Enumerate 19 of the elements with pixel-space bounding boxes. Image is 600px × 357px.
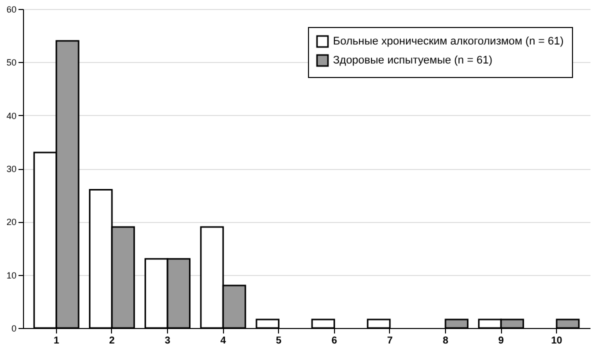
y-tick-label: 60 (6, 4, 16, 14)
y-tick-label: 20 (6, 217, 16, 228)
legend-label: Больные хроническим алкоголизмом (n = 61) (333, 36, 564, 48)
y-tick-label: 30 (6, 164, 16, 174)
y-tick-label: 50 (6, 58, 16, 68)
x-tick-label: 5 (276, 336, 282, 346)
x-tick-label: 3 (164, 336, 171, 346)
x-tick-label: 7 (387, 336, 394, 346)
x-tick-label: 1 (54, 336, 60, 346)
y-tick-label: 0 (11, 324, 16, 334)
x-tick-label: 10 (551, 336, 563, 346)
x-tick-label: 8 (442, 336, 449, 346)
x-tick-label: 6 (332, 336, 338, 346)
x-tick-label: 2 (109, 336, 116, 346)
legend-label: Здоровые испытуемые (n = 61) (333, 54, 492, 66)
x-tick-label: 9 (498, 336, 504, 346)
y-tick-label: 40 (6, 110, 16, 121)
y-tick-label: 10 (6, 270, 16, 280)
x-tick-label: 4 (220, 336, 226, 346)
